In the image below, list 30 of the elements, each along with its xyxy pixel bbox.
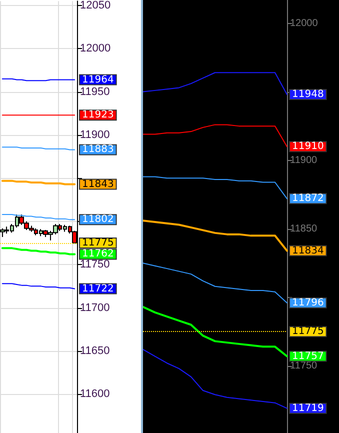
ref-line-label: 11775 [82,238,114,248]
line-series [1,247,76,256]
data-label: 11872 [292,193,324,204]
data-label: 11796 [292,297,324,308]
data-label: 11910 [292,141,324,152]
data-label: 11834 [292,245,324,256]
y-tick-label: 12050 [80,0,111,12]
y-tick-label: 11650 [80,344,110,357]
y-tick-label: 12000 [290,18,318,29]
data-label: 11722 [82,283,114,294]
data-label: 11762 [82,248,114,260]
data-label: 11719 [292,402,324,414]
y-tick-label: 11900 [290,154,318,166]
data-label: 11843 [82,178,114,190]
data-label: 11923 [82,110,114,121]
y-tick-label: 12000 [80,42,111,55]
y-tick-label: 11600 [80,388,110,400]
y-tick-label: 11750 [290,360,318,372]
ref-line-label: 11775 [292,326,324,338]
data-label: 11948 [292,89,324,100]
y-tick-label: 11950 [80,86,110,98]
data-label: 11964 [82,74,114,86]
y-tick-label: 11900 [80,129,110,142]
data-label: 11883 [82,144,114,156]
data-label: 11802 [82,214,114,226]
y-tick-label: 11850 [290,223,318,234]
y-tick-label: 11700 [80,302,110,314]
y-tick-label: 11750 [80,258,110,271]
data-label: 11757 [292,350,324,362]
candlestick [0,228,5,238]
